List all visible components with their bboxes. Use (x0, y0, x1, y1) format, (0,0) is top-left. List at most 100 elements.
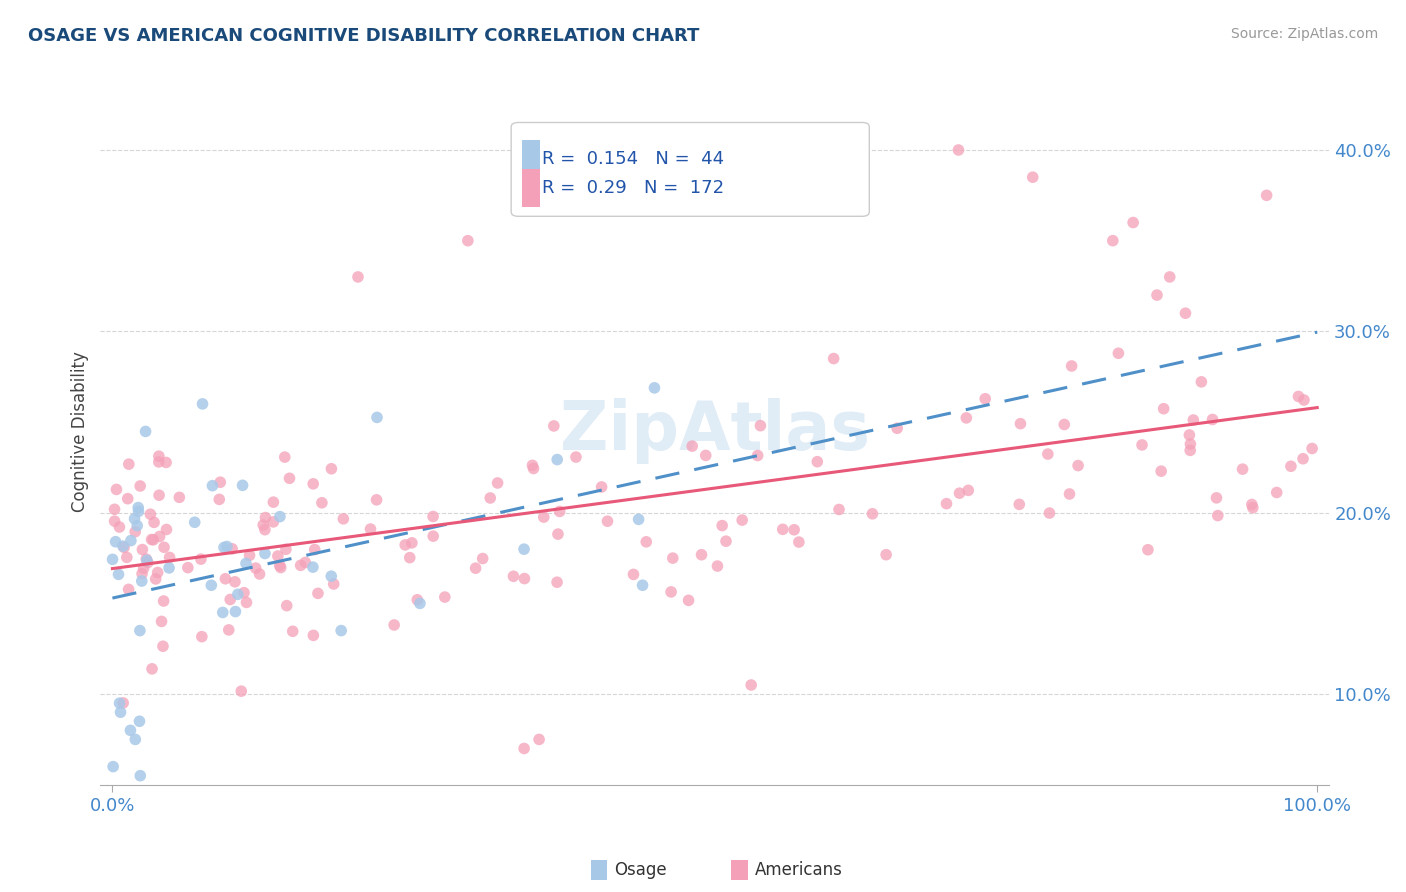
Point (221, 541, 243, 556)
Point (218, 623, 240, 637)
Point (148, 449, 170, 463)
Point (806, 455, 828, 469)
Point (886, 421, 908, 435)
Point (1178, 428, 1201, 442)
Point (104, 514, 127, 528)
Point (513, 741, 536, 756)
Point (513, 572, 536, 586)
Point (1201, 412, 1223, 426)
Point (135, 425, 157, 439)
Point (232, 478, 254, 492)
Point (546, 575, 568, 590)
Point (224, 574, 246, 589)
Point (117, 582, 139, 597)
Point (875, 548, 897, 562)
Point (366, 410, 388, 425)
Point (212, 541, 235, 555)
Text: R =  0.154   N =  44: R = 0.154 N = 44 (541, 150, 724, 169)
Point (398, 550, 420, 565)
Point (110, 705, 132, 719)
Point (281, 624, 304, 639)
Point (152, 594, 174, 608)
Point (101, 759, 124, 773)
Point (112, 696, 135, 710)
Point (135, 553, 157, 567)
Point (1150, 464, 1173, 478)
Text: OSAGE VS AMERICAN COGNITIVE DISABILITY CORRELATION CHART: OSAGE VS AMERICAN COGNITIVE DISABILITY C… (28, 27, 700, 45)
Point (321, 569, 343, 583)
Point (294, 556, 316, 570)
Point (1265, 485, 1288, 500)
Point (159, 550, 181, 565)
Point (935, 497, 957, 511)
Point (527, 732, 550, 747)
Point (360, 522, 382, 536)
Point (513, 542, 536, 557)
Point (366, 492, 388, 507)
Point (235, 595, 257, 609)
Point (108, 520, 131, 534)
Text: Americans: Americans (755, 861, 844, 879)
Point (190, 552, 212, 566)
Point (124, 512, 146, 526)
Point (974, 392, 997, 406)
Point (262, 515, 284, 529)
Point (347, 269, 370, 284)
Point (118, 457, 141, 471)
Point (304, 542, 326, 557)
Point (253, 523, 276, 537)
Point (1060, 359, 1083, 373)
Point (332, 512, 354, 526)
Point (269, 558, 291, 573)
Point (226, 587, 249, 601)
Point (422, 529, 444, 543)
Point (740, 678, 762, 692)
Point (252, 518, 274, 533)
Point (150, 615, 173, 629)
Point (253, 547, 276, 561)
Point (177, 560, 200, 574)
Point (681, 439, 703, 453)
Point (1206, 508, 1229, 523)
Point (311, 496, 333, 510)
Y-axis label: Cognitive Disability: Cognitive Disability (72, 351, 89, 511)
Point (546, 452, 568, 467)
Point (433, 590, 456, 604)
Point (155, 523, 177, 537)
Point (146, 566, 169, 580)
Point (211, 606, 233, 620)
Point (1232, 462, 1254, 476)
Point (143, 516, 166, 530)
Point (1189, 375, 1212, 389)
Point (302, 560, 325, 574)
Point (522, 461, 544, 475)
Point (129, 479, 152, 493)
Text: R =  0.29   N =  172: R = 0.29 N = 172 (541, 179, 724, 197)
Point (662, 551, 685, 566)
Point (215, 540, 238, 554)
Point (131, 566, 153, 581)
Point (1240, 498, 1263, 512)
Point (823, 351, 845, 366)
Point (128, 714, 150, 729)
Point (214, 572, 236, 586)
Point (142, 533, 165, 547)
Point (262, 495, 284, 509)
Point (1146, 288, 1168, 302)
Point (103, 502, 125, 516)
Point (267, 549, 290, 563)
Point (1122, 215, 1144, 229)
Point (695, 449, 717, 463)
Point (1180, 443, 1202, 458)
Point (290, 558, 312, 573)
Point (1241, 500, 1264, 515)
Text: Osage: Osage (614, 861, 666, 879)
Point (1130, 438, 1153, 452)
Point (957, 483, 980, 498)
Point (148, 455, 170, 469)
Point (1292, 451, 1315, 466)
Point (731, 513, 754, 527)
Point (1153, 401, 1175, 416)
Point (131, 542, 153, 557)
Point (1256, 188, 1278, 202)
